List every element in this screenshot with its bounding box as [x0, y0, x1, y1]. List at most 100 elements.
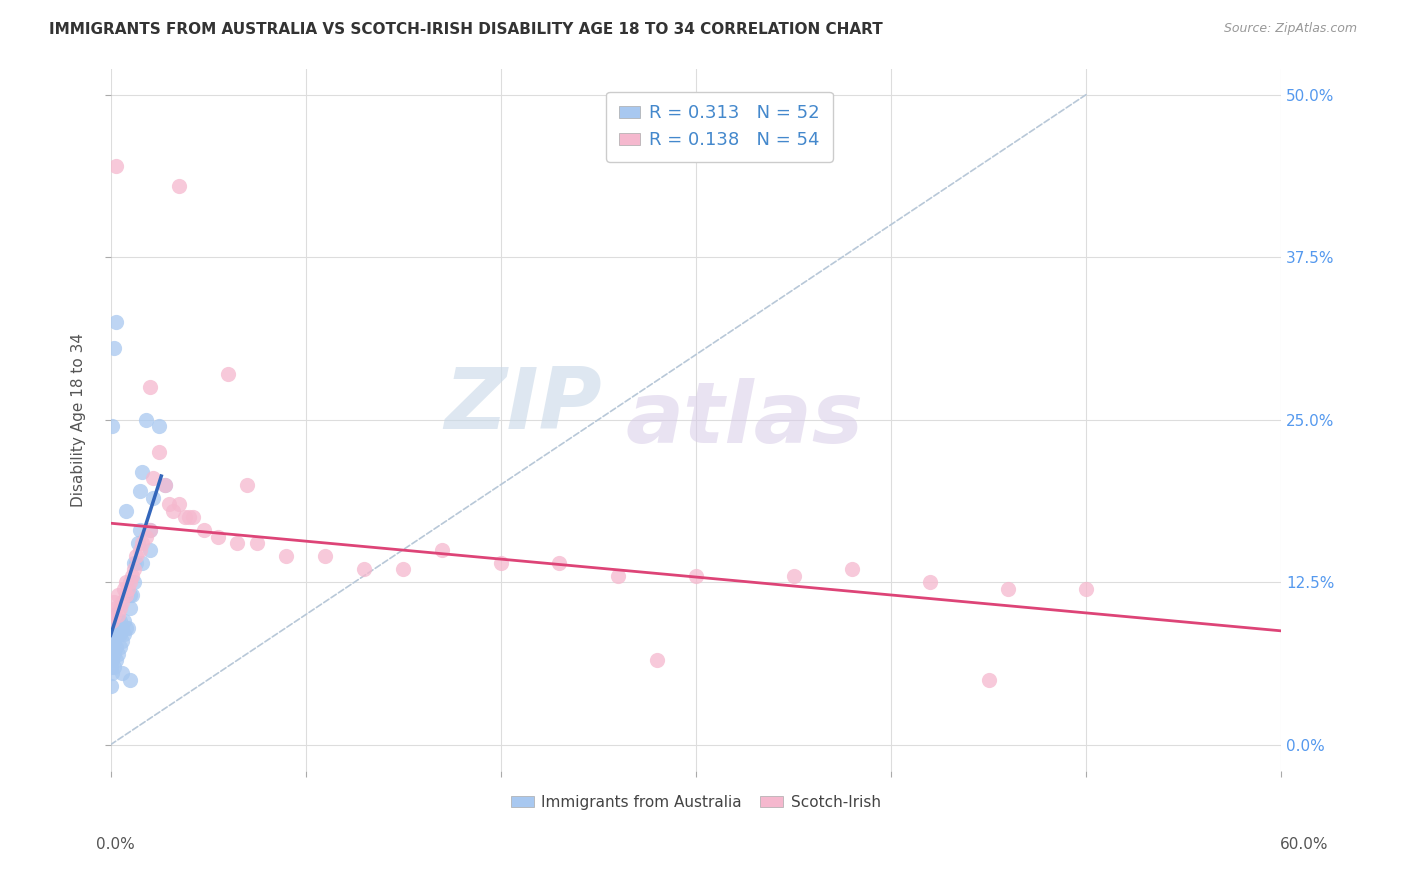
Point — [131, 556, 153, 570]
Text: ZIP: ZIP — [444, 364, 602, 447]
Point — [148, 419, 170, 434]
Point — [111, 594, 134, 608]
Point — [105, 640, 128, 655]
Point — [128, 523, 150, 537]
Point — [100, 679, 122, 693]
Point — [142, 491, 165, 505]
Point — [392, 562, 415, 576]
Point — [153, 477, 176, 491]
Point — [121, 588, 143, 602]
Point — [217, 367, 239, 381]
Point — [112, 614, 135, 628]
Point — [432, 542, 454, 557]
Point — [121, 568, 143, 582]
Point — [122, 556, 145, 570]
Point — [120, 673, 142, 687]
Point — [131, 465, 153, 479]
Point — [115, 621, 138, 635]
Text: IMMIGRANTS FROM AUSTRALIA VS SCOTCH-IRISH DISABILITY AGE 18 TO 34 CORRELATION CH: IMMIGRANTS FROM AUSTRALIA VS SCOTCH-IRIS… — [49, 22, 883, 37]
Point — [120, 588, 142, 602]
Point — [120, 575, 142, 590]
Point — [226, 536, 249, 550]
Point — [125, 556, 148, 570]
Point — [353, 562, 375, 576]
Point — [107, 607, 129, 622]
Point — [920, 575, 942, 590]
Point — [207, 530, 229, 544]
Point — [100, 659, 122, 673]
Point — [111, 666, 134, 681]
Text: 60.0%: 60.0% — [1281, 837, 1329, 852]
Point — [112, 582, 135, 596]
Point — [131, 536, 153, 550]
Point — [107, 588, 129, 602]
Point — [236, 477, 259, 491]
Point — [111, 621, 134, 635]
Point — [128, 484, 150, 499]
Point — [645, 653, 668, 667]
Point — [107, 647, 129, 661]
Point — [101, 614, 124, 628]
Point — [117, 582, 139, 596]
Point — [606, 568, 628, 582]
Y-axis label: Disability Age 18 to 34: Disability Age 18 to 34 — [72, 333, 86, 507]
Point — [1076, 582, 1098, 596]
Point — [105, 653, 128, 667]
Point — [101, 666, 124, 681]
Point — [101, 640, 124, 655]
Point — [138, 380, 160, 394]
Point — [138, 523, 160, 537]
Point — [177, 510, 200, 524]
Point — [107, 627, 129, 641]
Point — [110, 640, 132, 655]
Point — [117, 621, 139, 635]
Point — [105, 315, 128, 329]
Point — [127, 536, 149, 550]
Point — [193, 523, 215, 537]
Point — [103, 607, 125, 622]
Point — [101, 653, 124, 667]
Point — [103, 341, 125, 355]
Point — [105, 601, 128, 615]
Point — [115, 503, 138, 517]
Point — [148, 445, 170, 459]
Point — [110, 614, 132, 628]
Point — [246, 536, 269, 550]
Point — [111, 633, 134, 648]
Point — [548, 556, 571, 570]
Point — [841, 562, 863, 576]
Text: 0.0%: 0.0% — [96, 837, 135, 852]
Point — [157, 497, 180, 511]
Point — [276, 549, 298, 563]
Point — [977, 673, 1000, 687]
Text: atlas: atlas — [626, 378, 863, 461]
Point — [103, 607, 125, 622]
Point — [105, 627, 128, 641]
Point — [167, 178, 190, 193]
Point — [112, 627, 135, 641]
Point — [115, 588, 138, 602]
Point — [103, 621, 125, 635]
Point — [110, 627, 132, 641]
Point — [142, 471, 165, 485]
Text: Source: ZipAtlas.com: Source: ZipAtlas.com — [1223, 22, 1357, 36]
Point — [122, 575, 145, 590]
Point — [105, 159, 128, 173]
Point — [103, 633, 125, 648]
Point — [100, 640, 122, 655]
Point — [120, 601, 142, 615]
Point — [997, 582, 1019, 596]
Point — [101, 627, 124, 641]
Point — [138, 523, 160, 537]
Point — [122, 562, 145, 576]
Point — [314, 549, 336, 563]
Point — [103, 659, 125, 673]
Point — [135, 530, 157, 544]
Point — [489, 556, 512, 570]
Point — [101, 419, 124, 434]
Point — [782, 568, 804, 582]
Point — [138, 542, 160, 557]
Point — [135, 412, 157, 426]
Point — [101, 614, 124, 628]
Point — [181, 510, 204, 524]
